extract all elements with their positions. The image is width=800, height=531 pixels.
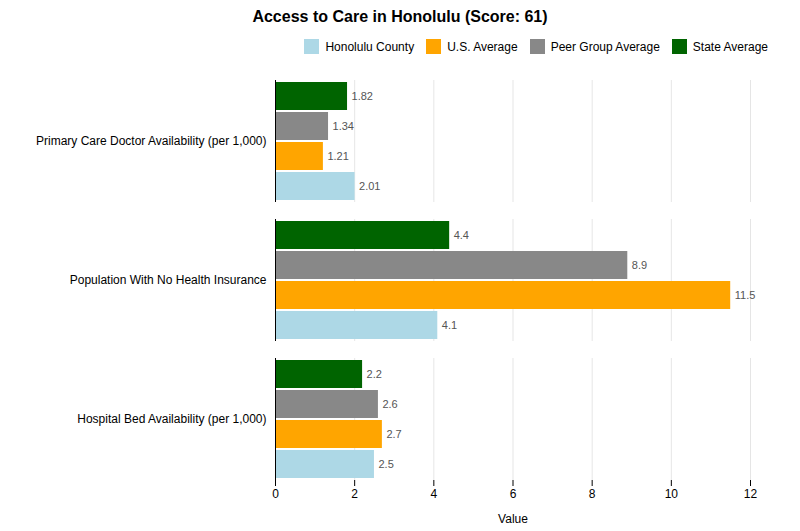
svg-text:4: 4 <box>430 487 437 501</box>
svg-text:4.4: 4.4 <box>454 229 469 241</box>
svg-text:2.2: 2.2 <box>367 368 382 380</box>
svg-text:2.5: 2.5 <box>378 458 393 470</box>
svg-text:Population With No Health Insu: Population With No Health Insurance <box>70 273 267 287</box>
svg-text:1.34: 1.34 <box>333 120 354 132</box>
svg-text:2: 2 <box>351 487 358 501</box>
svg-text:10: 10 <box>665 487 679 501</box>
svg-text:Primary Care Doctor Availabili: Primary Care Doctor Availability (per 1,… <box>36 134 267 148</box>
html-text:Access to Care in Honolulu (Sc: Access to Care in Honolulu (Score: 61) <box>252 8 548 25</box>
svg-text:12: 12 <box>744 487 758 501</box>
svg-text:2.7: 2.7 <box>386 428 401 440</box>
html-text:State Average: State Average <box>692 39 768 54</box>
svg-text:4.1: 4.1 <box>442 319 457 331</box>
svg-text:6: 6 <box>510 487 517 501</box>
html-text:Honolulu County: Honolulu County <box>325 39 415 54</box>
svg-text:1.82: 1.82 <box>352 90 373 102</box>
svg-text:2.01: 2.01 <box>359 180 380 192</box>
html-text:U.S. Average: U.S. Average <box>447 39 518 54</box>
svg-text:0: 0 <box>272 487 279 501</box>
html-text:Peer Group Average: Peer Group Average <box>550 39 660 54</box>
svg-text:Hospital Bed Availability (per: Hospital Bed Availability (per 1,000) <box>77 412 266 426</box>
svg-text:11.5: 11.5 <box>735 289 756 301</box>
svg-text:8: 8 <box>589 487 596 501</box>
svg-text:1.21: 1.21 <box>327 150 348 162</box>
svg-text:2.6: 2.6 <box>382 398 397 410</box>
svg-text:Value: Value <box>498 512 528 526</box>
svg-text:8.9: 8.9 <box>632 259 647 271</box>
